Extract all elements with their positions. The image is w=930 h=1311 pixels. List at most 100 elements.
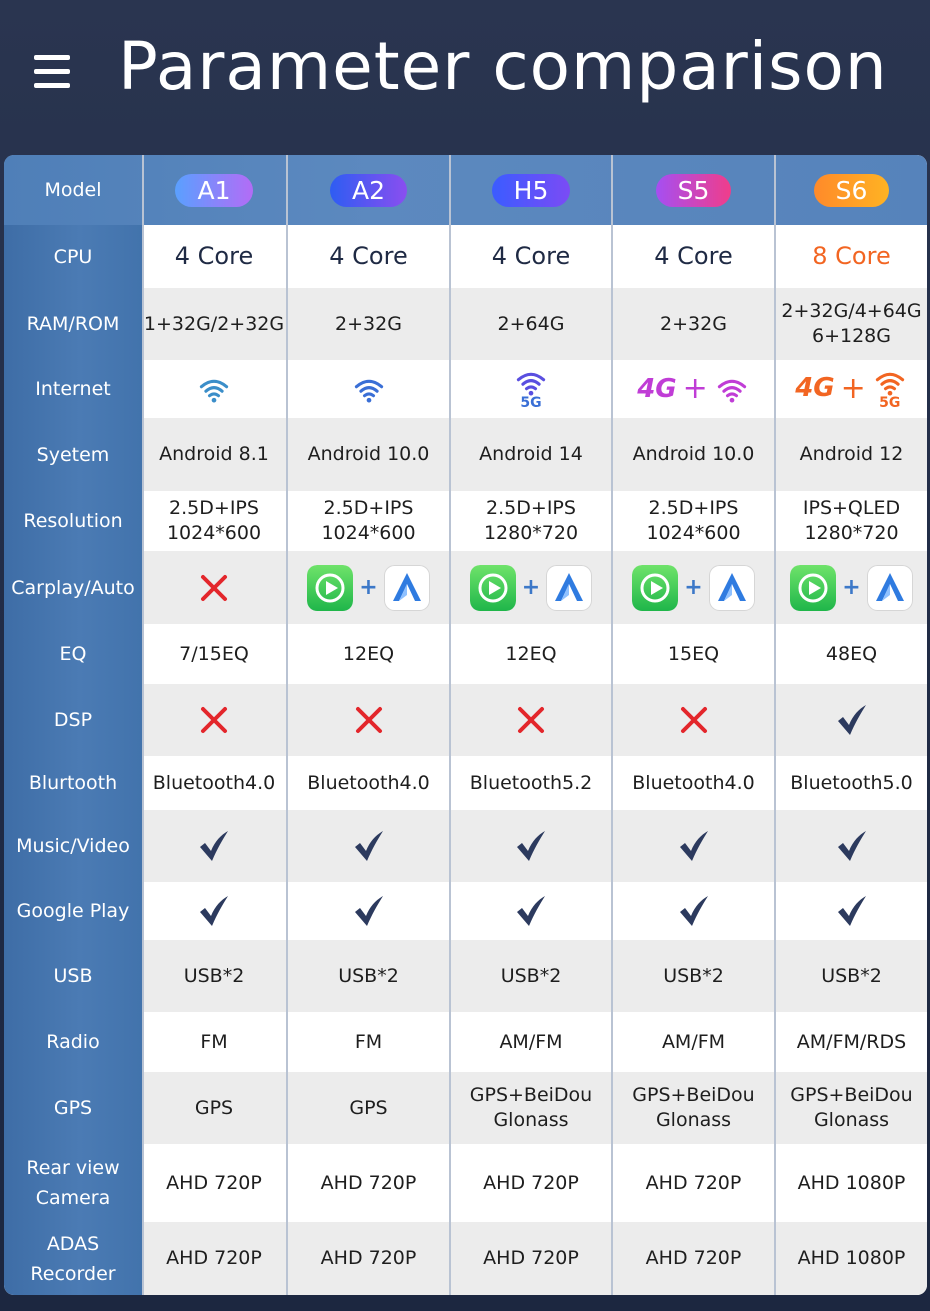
internet-row: Internet 5G 4G +4G +5G xyxy=(4,360,927,418)
check-icon xyxy=(517,896,545,926)
camera-value: AHD 720P xyxy=(483,1171,579,1194)
eq-value: 12EQ xyxy=(505,642,557,665)
resolution-row: Resolution 2.5D+IPS 1024*600 2.5D+IPS 1024… xyxy=(4,491,927,551)
comparison-table: Model A1 A2 H5 S5 S6 CPU 4 Core 4 Core 4 Core 4 Co… xyxy=(4,155,927,1295)
resolution-cell-3: 2.5D+IPS 1280*720 xyxy=(451,491,611,551)
cross-icon xyxy=(201,707,227,733)
music-row: Music/Video xyxy=(4,810,927,882)
bluetooth-label: Blurtooth xyxy=(4,756,142,810)
plus-sign: + xyxy=(684,575,703,600)
check-icon xyxy=(679,896,708,926)
ram-value: 2+32G xyxy=(660,312,727,335)
carplay-row: Carplay/Auto + + + + xyxy=(4,551,927,624)
dsp-cell-1 xyxy=(142,684,286,756)
music-cell-2 xyxy=(288,810,449,882)
model-badge-s6[interactable]: S6 xyxy=(813,173,890,207)
internet-icons xyxy=(351,375,387,404)
cross-icon xyxy=(518,707,544,733)
eq-cell-4: 15EQ xyxy=(613,624,774,684)
hamburger-menu-icon[interactable] xyxy=(34,55,70,89)
system-value: Android 10.0 xyxy=(307,443,430,465)
usb-cell-1: USB*2 xyxy=(142,940,286,1012)
check-icon xyxy=(837,831,866,861)
ram-value: 2+64G xyxy=(497,312,565,335)
check-icon xyxy=(837,705,866,735)
model-badge-h5[interactable]: H5 xyxy=(491,173,571,207)
wifi-icon xyxy=(354,379,383,403)
model-header-row xyxy=(4,155,927,225)
bluetooth-row: Blurtooth Bluetooth4.0 Bluetooth4.0 Bluetoo… xyxy=(4,756,927,810)
carplay-icon xyxy=(632,564,679,611)
system-cell-2: Android 10.0 xyxy=(288,418,449,491)
cpu-label-text: CPU xyxy=(53,245,93,268)
android-auto-icon xyxy=(866,564,913,611)
usb-value: USB*2 xyxy=(663,964,724,987)
model-badge-a1[interactable]: A1 xyxy=(175,173,253,207)
radio-cell-2: FM xyxy=(288,1012,449,1072)
eq-label-text: EQ xyxy=(59,643,87,665)
music-cell-4 xyxy=(613,810,774,882)
radio-cell-1: FM xyxy=(142,1012,286,1072)
radio-value: AM/FM xyxy=(661,1030,726,1053)
radio-value: AM/FM xyxy=(499,1030,563,1053)
cpu-label: CPU xyxy=(4,225,142,288)
carplay-cell-4: + xyxy=(613,551,774,624)
eq-cell-5: 48EQ xyxy=(776,624,927,684)
gps-cell-2: GPS xyxy=(288,1072,449,1144)
system-cell-5: Android 12 xyxy=(776,418,927,491)
carplay-auto-icons: + xyxy=(469,564,593,611)
ram-row: RAM/ROM 1+32G/2+32G 2+32G 2+64G 2+32G 2+32G/4… xyxy=(4,288,927,360)
system-label-text: Syetem xyxy=(36,443,110,466)
column-separator xyxy=(449,155,451,1295)
plus-sign: + xyxy=(842,575,861,600)
5g-label: 5G xyxy=(879,395,901,412)
usb-cell-3: USB*2 xyxy=(451,940,611,1012)
gps-label-text: GPS xyxy=(53,1097,93,1119)
google-cell-3 xyxy=(451,882,611,940)
bluetooth-value: Bluetooth5.0 xyxy=(790,771,913,794)
check-icon xyxy=(837,896,866,926)
eq-cell-3: 12EQ xyxy=(451,624,611,684)
adas-cell-1: AHD 720P xyxy=(142,1222,286,1295)
dsp-cell-4 xyxy=(613,684,774,756)
system-row: Syetem Android 8.1 Android 10.0 Android 14 A… xyxy=(4,418,927,491)
system-value: Android 12 xyxy=(799,443,904,465)
adas-value: AHD 720P xyxy=(645,1247,742,1269)
cpu-value: 4 Core xyxy=(654,242,733,270)
google-label-text: Google Play xyxy=(16,900,130,922)
model-badge-s5[interactable]: S5 xyxy=(655,173,732,207)
gps-cell-3: GPS+BeiDou Glonass xyxy=(451,1072,611,1144)
internet-icons: 4G +5G xyxy=(795,368,908,412)
eq-value: 15EQ xyxy=(667,642,720,665)
android-auto-icon xyxy=(708,564,755,611)
camera-value: AHD 720P xyxy=(320,1171,417,1194)
radio-row: Radio FM FM AM/FM AM/FM AM/FM/RDS xyxy=(4,1012,927,1072)
gps-value: GPS+BeiDou Glonass xyxy=(790,1084,913,1131)
resolution-value: 2.5D+IPS 1024*600 xyxy=(321,497,416,544)
column-separator xyxy=(774,155,776,1295)
adas-cell-5: AHD 1080P xyxy=(776,1222,927,1295)
system-value: Android 10.0 xyxy=(632,443,755,465)
ram-cell-4: 2+32G xyxy=(613,288,774,360)
usb-value: USB*2 xyxy=(183,964,245,987)
cpu-cell-5: 8 Core xyxy=(776,225,927,288)
radio-value: FM xyxy=(200,1030,228,1053)
internet-cell-2 xyxy=(288,360,449,418)
camera-row: Rear view Camera AHD 720P AHD 720P AHD 720P… xyxy=(4,1144,927,1222)
cpu-row: CPU 4 Core 4 Core 4 Core 4 Core 8 Core xyxy=(4,225,927,288)
adas-label: ADAS Recorder xyxy=(4,1222,142,1295)
page-title: Parameter comparison xyxy=(118,28,888,105)
header-cell-2: A2 xyxy=(288,155,449,225)
cpu-value: 4 Core xyxy=(491,242,571,270)
bluetooth-value: Bluetooth4.0 xyxy=(307,771,430,794)
adas-value: AHD 720P xyxy=(166,1247,262,1269)
internet-cell-4: 4G + xyxy=(613,360,774,418)
music-label: Music/Video xyxy=(4,810,142,882)
internet-icons xyxy=(196,375,232,404)
gps-cell-5: GPS+BeiDou Glonass xyxy=(776,1072,927,1144)
eq-row: EQ 7/15EQ 12EQ 12EQ 15EQ 48EQ xyxy=(4,624,927,684)
resolution-cell-1: 2.5D+IPS 1024*600 xyxy=(142,491,286,551)
google-label: Google Play xyxy=(4,882,142,940)
bluetooth-value: Bluetooth4.0 xyxy=(632,771,755,794)
model-badge-a2[interactable]: A2 xyxy=(329,173,407,207)
